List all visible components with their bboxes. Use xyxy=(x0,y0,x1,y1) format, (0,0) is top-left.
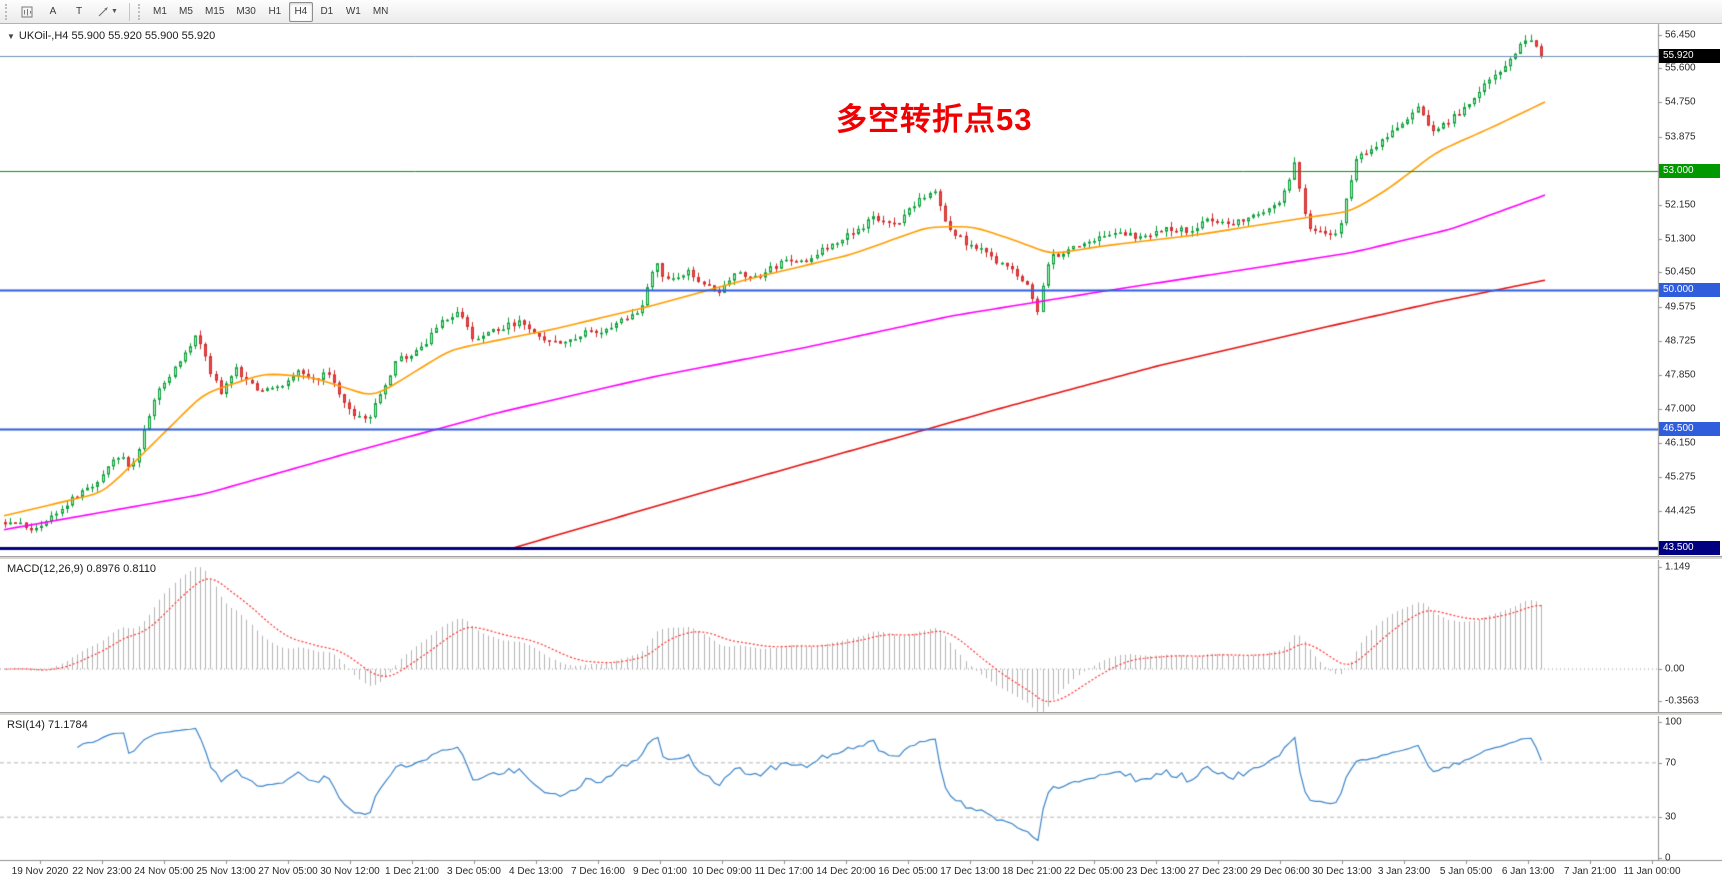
price-line-badge: 53.000 xyxy=(1659,164,1720,179)
dropdown-caret-icon: ▼ xyxy=(111,8,118,15)
time-axis[interactable]: 19 Nov 2020 22 Nov 23:00 24 Nov 05:00 25 No… xyxy=(0,860,1722,884)
time-axis-label: 29 Dec 06:00 xyxy=(1250,866,1310,877)
arrow-shape-icon xyxy=(98,7,108,17)
panel-splitter-macd[interactable] xyxy=(0,556,1722,560)
time-axis-label: 7 Dec 16:00 xyxy=(571,866,625,877)
price-axis-tick: 47.000 xyxy=(1665,403,1696,415)
price-axis-tick: 50.450 xyxy=(1665,266,1696,278)
timeframe-button-m1[interactable]: M1 xyxy=(148,2,172,22)
time-axis-label: 9 Dec 01:00 xyxy=(633,866,687,877)
text-label-tool-button[interactable]: T xyxy=(67,2,91,22)
timeframe-toolbar: M1 M5 M15 M30 H1 H4 D1 W1 MN xyxy=(147,1,394,22)
time-axis-label: 22 Dec 05:00 xyxy=(1064,866,1124,877)
price-axis-tick: 52.150 xyxy=(1665,199,1696,211)
macd-indicator-label: MACD(12,26,9) 0.8976 0.8110 xyxy=(7,563,156,575)
price-line-badge: 43.500 xyxy=(1659,540,1720,555)
price-axis-tick: 48.725 xyxy=(1665,335,1696,347)
timeframe-button-w1[interactable]: W1 xyxy=(341,2,366,22)
rsi-axis-label: 100 xyxy=(1665,716,1682,728)
toolbar-grip[interactable] xyxy=(5,3,11,20)
time-axis-label: 27 Nov 05:00 xyxy=(258,866,318,877)
time-axis-label: 5 Jan 05:00 xyxy=(1439,866,1493,877)
text-tool-button[interactable]: A xyxy=(41,2,65,22)
time-axis-label: 11 Jan 00:00 xyxy=(1623,866,1681,877)
time-axis-label: 18 Dec 21:00 xyxy=(1002,866,1062,877)
time-axis-label: 22 Nov 23:00 xyxy=(72,866,132,877)
price-axis-tick: 47.850 xyxy=(1665,369,1696,381)
chart-annotation-text[interactable]: 多空转折点53 xyxy=(836,102,1033,137)
time-axis-label: 25 Nov 13:00 xyxy=(196,866,256,877)
price-axis-tick: 51.300 xyxy=(1665,233,1696,245)
toolbar-separator xyxy=(128,2,130,21)
price-axis-tick: 45.275 xyxy=(1665,471,1696,483)
price-axis-tick: 53.875 xyxy=(1665,131,1696,143)
rsi-axis-label: 70 xyxy=(1665,757,1677,769)
symbol-label: ▼ UKOil-,H4 55.900 55.920 55.900 55.920 xyxy=(7,30,215,42)
time-axis-label: 3 Dec 05:00 xyxy=(447,866,501,877)
price-axis-tick: 49.575 xyxy=(1665,301,1696,313)
price-line-badge: 50.000 xyxy=(1659,283,1720,298)
time-axis-label: 16 Dec 05:00 xyxy=(878,866,938,877)
time-axis-label: 11 Dec 17:00 xyxy=(754,866,814,877)
macd-axis-label: -0.3563 xyxy=(1665,695,1699,707)
time-axis-label: 3 Jan 23:00 xyxy=(1377,866,1431,877)
time-axis-label: 1 Dec 21:00 xyxy=(385,866,439,877)
time-axis-label: 4 Dec 13:00 xyxy=(509,866,563,877)
price-axis-tick: 44.425 xyxy=(1665,505,1696,517)
panel-splitter-rsi[interactable] xyxy=(0,712,1722,716)
rsi-axis-label: 30 xyxy=(1665,811,1677,823)
time-axis-label: 30 Nov 12:00 xyxy=(320,866,380,877)
price-line-badge: 55.920 xyxy=(1659,48,1720,63)
time-axis-label: 6 Jan 13:00 xyxy=(1501,866,1555,877)
price-axis-tick: 54.750 xyxy=(1665,96,1696,108)
rsi-indicator-label: RSI(14) 71.1784 xyxy=(7,719,88,731)
price-axis-tick: 56.450 xyxy=(1665,29,1696,41)
timeframe-button-m15[interactable]: M15 xyxy=(200,2,229,22)
arrows-tool-button[interactable]: ▼ xyxy=(93,2,123,22)
macd-axis-label: 1.149 xyxy=(1665,561,1691,573)
price-axis[interactable]: 56.450 55.600 54.750 53.875 52.150 51.300 50.4… xyxy=(1658,24,1722,864)
toolbar: A T ▼ M1 M5 M15 M30 H1 H4 D1 W1 MN xyxy=(0,0,1722,24)
time-axis-label: 23 Dec 13:00 xyxy=(1126,866,1186,877)
price-axis-tick: 46.150 xyxy=(1665,437,1696,449)
time-axis-label: 19 Nov 2020 xyxy=(11,866,69,877)
symbol-ohlc-text: UKOil-,H4 55.900 55.920 55.900 55.920 xyxy=(18,30,216,42)
timeframe-button-h4[interactable]: H4 xyxy=(288,1,313,22)
price-axis-tick: 55.600 xyxy=(1665,62,1696,74)
toolbar-grip[interactable] xyxy=(137,3,144,20)
timeframe-button-m5[interactable]: M5 xyxy=(174,2,198,22)
macd-axis-label: 0.00 xyxy=(1665,663,1685,675)
time-axis-label: 7 Jan 21:00 xyxy=(1563,866,1617,877)
chart-window-button[interactable] xyxy=(15,2,39,22)
price-line-badge: 46.500 xyxy=(1659,421,1720,436)
time-axis-label: 14 Dec 20:00 xyxy=(816,866,876,877)
timeframe-button-m30[interactable]: M30 xyxy=(231,2,260,22)
rsi-axis-label: 0 xyxy=(1665,852,1671,864)
timeframe-button-mn[interactable]: MN xyxy=(368,2,394,22)
time-axis-label: 30 Dec 13:00 xyxy=(1312,866,1372,877)
timeframe-button-d1[interactable]: D1 xyxy=(315,2,339,22)
time-axis-label: 27 Dec 23:00 xyxy=(1188,866,1248,877)
time-axis-label: 24 Nov 05:00 xyxy=(134,866,194,877)
time-axis-label: 10 Dec 09:00 xyxy=(692,866,752,877)
time-axis-label: 17 Dec 13:00 xyxy=(940,866,1000,877)
chart-icon xyxy=(21,6,33,17)
timeframe-button-h1[interactable]: H1 xyxy=(263,2,287,22)
symbol-dropdown-icon[interactable]: ▼ xyxy=(7,32,15,41)
